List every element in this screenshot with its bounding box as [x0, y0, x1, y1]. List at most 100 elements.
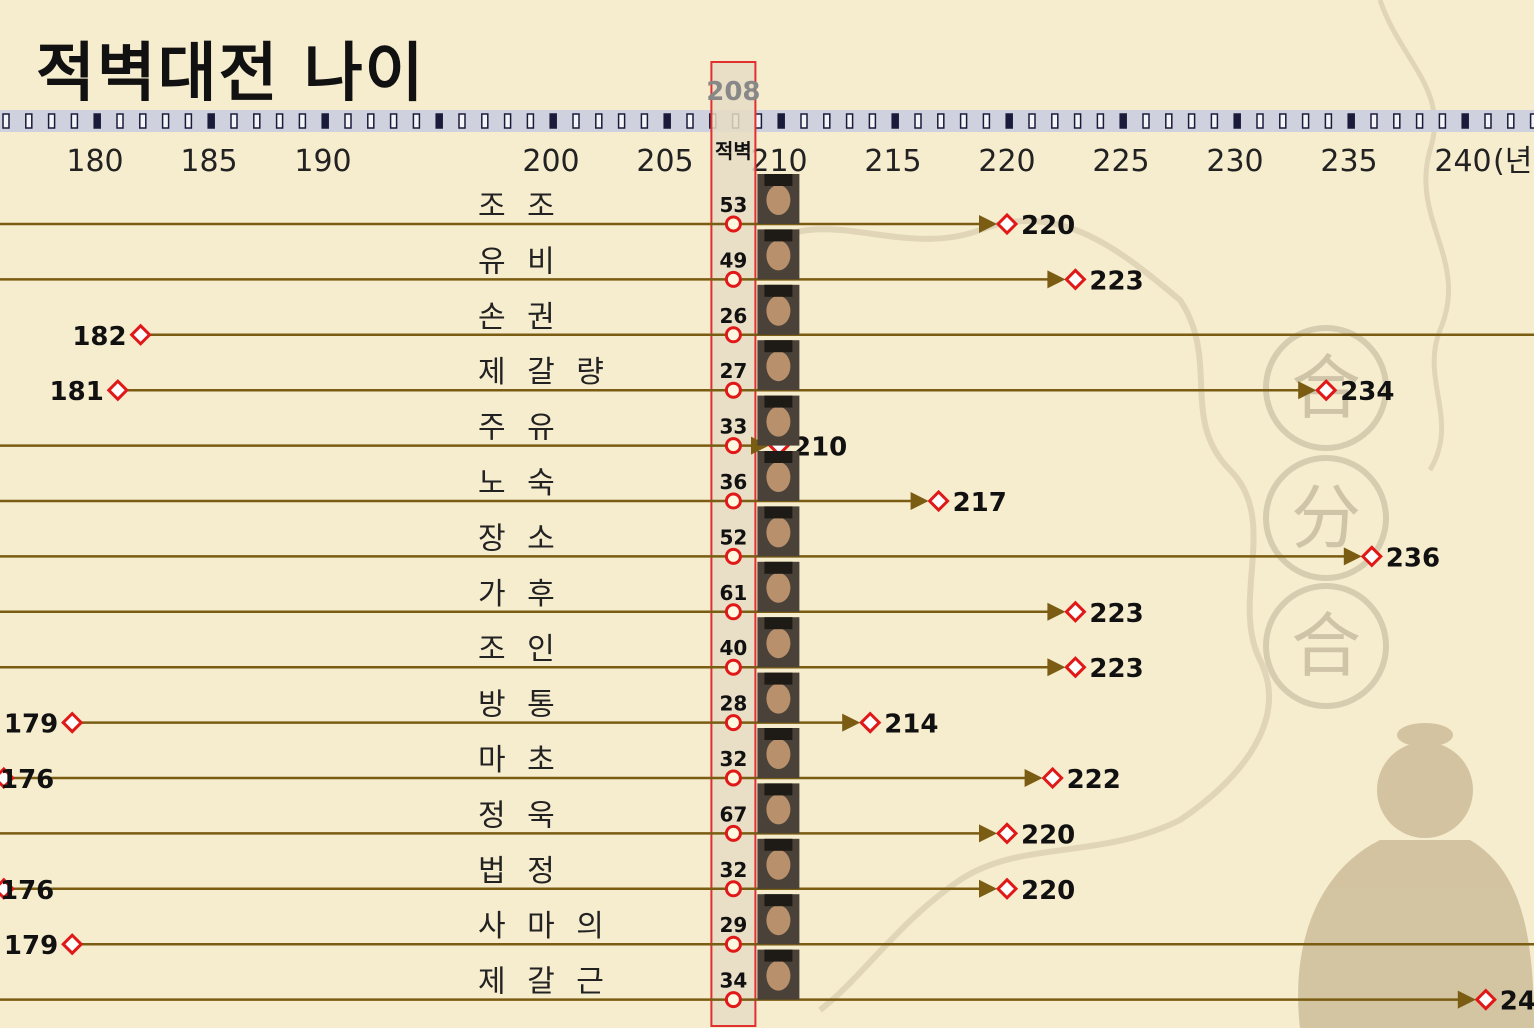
birth-marker: [0, 766, 15, 790]
x-tick-label: 200: [522, 144, 579, 179]
portrait-face: [766, 351, 791, 382]
glyph-3: 合: [1291, 605, 1361, 687]
person-row: 220 67 정 욱: [0, 783, 1075, 850]
person-name-label: 제 갈 근: [478, 965, 610, 1000]
death-marker: [859, 711, 882, 734]
event-marker: [724, 991, 742, 1009]
death-marker: [1315, 379, 1338, 402]
film-hole: [47, 113, 56, 129]
portrait-thumbnail: [757, 229, 800, 280]
film-hole: [777, 113, 785, 129]
person-name-label: 사 마 의: [478, 909, 610, 944]
portrait-thumbnail: [757, 174, 800, 224]
film-hole: [959, 113, 968, 129]
portrait-face: [766, 683, 791, 714]
glyph-circle: [1263, 325, 1389, 451]
portrait-hat: [764, 672, 793, 685]
arrow-head: [1024, 769, 1043, 787]
birth-marker: [61, 711, 84, 734]
event-marker: [724, 492, 742, 510]
film-hole: [230, 113, 238, 129]
death-year-label: 223: [1089, 654, 1143, 684]
event-marker: [724, 547, 742, 565]
age-at-event-label: 53: [719, 193, 747, 217]
person-row: 223 40 조 인: [0, 617, 1144, 684]
death-year-label: 214: [884, 710, 938, 740]
death-year-label: 241: [1500, 987, 1534, 1017]
portrait-thumbnail: [757, 506, 800, 557]
x-tick-label: 205: [636, 144, 693, 179]
arrow-head: [1343, 547, 1362, 566]
death-year-label: 210: [793, 433, 847, 463]
death-marker: [1064, 268, 1087, 291]
person-row: 220 53 조 조: [0, 174, 1075, 241]
film-hole: [1165, 113, 1173, 129]
person-name-label: 조 인: [478, 632, 561, 667]
person-name-label: 주 유: [478, 411, 561, 446]
portrait-hat: [764, 340, 793, 353]
person-name-label: 노 숙: [478, 466, 561, 501]
highlight-year: 208: [706, 77, 760, 107]
event-marker: [724, 326, 742, 344]
person-name-label: 손 권: [478, 300, 561, 335]
event-marker: [724, 381, 742, 399]
portrait-thumbnail: [757, 949, 800, 1000]
portrait-thumbnail: [757, 451, 800, 501]
film-hole: [640, 113, 649, 129]
portrait-hat: [764, 561, 793, 574]
birth-marker: [129, 323, 152, 346]
portrait-hat: [764, 174, 793, 186]
portrait-thumbnail: [757, 838, 800, 889]
arrow-head: [1047, 658, 1066, 677]
age-at-event-label: 33: [719, 415, 747, 439]
film-hole: [1051, 113, 1059, 129]
film-hole: [1005, 113, 1013, 129]
person-name-label: 정 욱: [478, 798, 561, 833]
portrait-thumbnail: [757, 284, 800, 335]
axis-ticks: 180 185 190 200 205 210 215 220 225 230 235 240: [66, 144, 1491, 179]
portrait-face: [766, 406, 791, 437]
age-at-event-label: 27: [719, 359, 747, 383]
death-year-label: 222: [1067, 765, 1121, 795]
event-marker: [724, 824, 742, 842]
film-hole: [275, 113, 284, 129]
axis-unit-label: (년): [1493, 144, 1534, 179]
film-hole: [1415, 113, 1424, 129]
event-marker: [724, 603, 742, 621]
film-hole: [1324, 113, 1333, 129]
film-hole: [1393, 113, 1401, 129]
death-marker: [1474, 988, 1497, 1011]
film-hole: [139, 113, 147, 129]
death-year-label: 223: [1089, 266, 1143, 296]
film-hole: [93, 113, 101, 129]
birth-year-label: 176: [0, 876, 54, 906]
person-row: 223 61 가 후: [0, 561, 1144, 629]
portrait-face: [766, 462, 791, 492]
death-marker: [995, 212, 1019, 236]
age-at-event-label: 67: [719, 802, 747, 826]
portrait-face: [766, 628, 791, 659]
person-name-label: 장 소: [478, 521, 561, 556]
age-at-event-label: 49: [719, 248, 747, 272]
portrait-face: [766, 295, 791, 326]
person-row: 214 179 28 방 통: [4, 672, 938, 740]
portrait-thumbnail: [757, 395, 800, 446]
film-hole: [800, 113, 808, 129]
portrait-hat: [764, 284, 793, 297]
portrait-thumbnail: [757, 617, 800, 668]
event-marker: [724, 270, 742, 288]
film-hole: [1073, 113, 1082, 129]
portrait-face: [766, 517, 791, 548]
portrait-hat: [764, 451, 793, 463]
event-marker: [724, 658, 742, 676]
death-year-label: 220: [1021, 820, 1075, 850]
film-hole: [686, 113, 694, 129]
person-row: 222 176 32 마 초: [0, 728, 1121, 795]
death-year-label: 220: [1021, 211, 1075, 241]
death-year-label: 234: [1340, 377, 1394, 407]
portrait-face: [766, 849, 791, 880]
silhouette-figure: [1298, 723, 1534, 1028]
person-row: 220 176 32 법 정: [0, 838, 1075, 906]
